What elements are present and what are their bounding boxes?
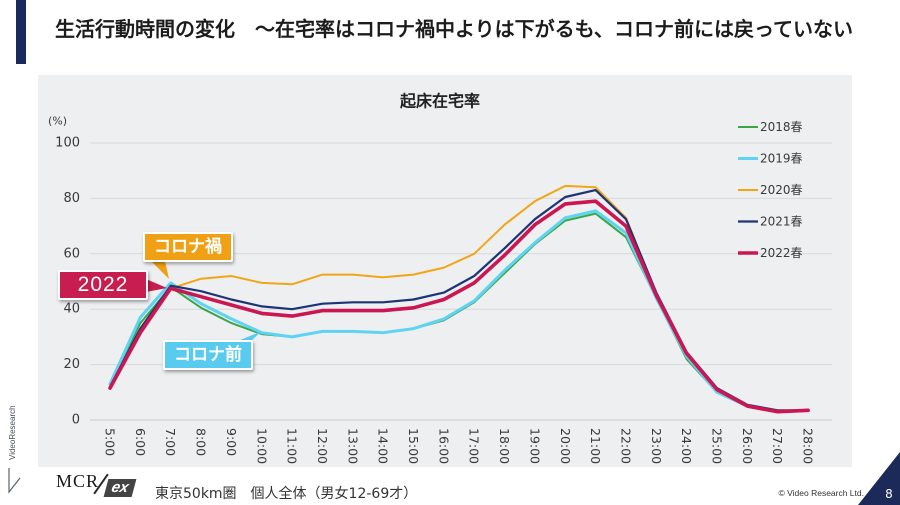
callout-tails xyxy=(146,261,262,341)
x-axis-ticks: 5:00 6:00 7:00 8:00 9:00 10:00 11:00 12:00 13:00… xyxy=(103,428,816,464)
x-tick-label: 17:00 xyxy=(467,428,482,464)
callout-pre-covid: コロナ前 xyxy=(163,340,253,370)
page-number: 8 xyxy=(885,487,893,501)
x-tick-label: 18:00 xyxy=(497,428,512,464)
callout-tail-covid xyxy=(151,261,169,279)
x-tick-label: 27:00 xyxy=(770,428,785,464)
y-tick-label: 0 xyxy=(72,413,80,428)
logo-mcr-text: MCR xyxy=(56,471,100,491)
video-research-mark-icon xyxy=(8,468,21,494)
line-chart: 0 20 40 60 80 100 5:00 6:00 7:00 8:00 9:00 10:00 11… xyxy=(48,92,832,464)
x-tick-label: 23:00 xyxy=(649,428,664,464)
series-line-2019 xyxy=(108,209,810,414)
x-tick-label: 14:00 xyxy=(376,428,391,464)
y-tick-label: 60 xyxy=(63,246,80,261)
x-tick-label: 11:00 xyxy=(285,428,300,464)
video-research-vertical-logo: VideoResearch xyxy=(8,405,18,460)
chart-title: 起床在宅率 xyxy=(399,92,480,111)
x-tick-label: 20:00 xyxy=(558,428,573,464)
x-tick-label: 15:00 xyxy=(406,428,421,464)
title-accent-bar xyxy=(16,0,26,64)
data-source-footnote: 東京50km圏 個人全体（男女12-69才） xyxy=(155,486,418,502)
y-tick-label: 100 xyxy=(55,136,80,151)
series-lines xyxy=(108,184,810,414)
x-tick-label: 25:00 xyxy=(710,428,725,464)
side-brand-text: VideoResearch xyxy=(8,405,17,460)
y-tick-label: 40 xyxy=(63,302,80,317)
y-axis-ticks: 0 20 40 60 80 100 xyxy=(55,136,80,428)
legend-label-2018: 2018春 xyxy=(760,120,803,134)
copyright-notice: © Video Research Ltd. xyxy=(778,488,865,498)
x-tick-label: 22:00 xyxy=(618,428,633,464)
x-tick-label: 13:00 xyxy=(345,428,360,464)
x-tick-label: 6:00 xyxy=(133,428,148,456)
x-tick-label: 9:00 xyxy=(224,428,239,456)
x-tick-label: 12:00 xyxy=(315,428,330,464)
legend: 2018春 2019春 2020春 2021春 2022春 xyxy=(738,120,803,260)
page-badge-shape xyxy=(858,452,900,505)
callout-tail-pre-covid xyxy=(238,331,262,341)
page-number-badge: 8 xyxy=(858,452,900,505)
x-tick-label: 5:00 xyxy=(103,428,118,456)
x-tick-label: 8:00 xyxy=(194,428,209,456)
gridlines xyxy=(90,142,832,421)
legend-label-2021: 2021春 xyxy=(760,215,803,229)
y-tick-label: 80 xyxy=(63,191,80,206)
x-tick-label: 21:00 xyxy=(588,428,603,464)
y-tick-label: 20 xyxy=(63,357,80,372)
callout-tail-2022 xyxy=(146,279,167,292)
legend-label-2019: 2019春 xyxy=(760,152,803,166)
x-tick-label: 28:00 xyxy=(801,428,816,464)
chart-panel: 0 20 40 60 80 100 5:00 6:00 7:00 8:00 9:00 10:00 11… xyxy=(38,75,852,467)
callout-covid-period: コロナ禍 xyxy=(143,232,233,262)
logo-ex-text: ex xyxy=(103,479,137,497)
series-line-2022 xyxy=(108,199,810,414)
mcr-ex-logo: MCR ex xyxy=(56,470,137,498)
x-tick-label: 7:00 xyxy=(163,428,178,456)
x-tick-label: 24:00 xyxy=(679,428,694,464)
x-tick-label: 26:00 xyxy=(740,428,755,464)
callout-2022: 2022 xyxy=(58,270,148,300)
legend-label-2022: 2022春 xyxy=(760,246,803,260)
legend-label-2020: 2020春 xyxy=(760,183,803,197)
x-tick-label: 16:00 xyxy=(436,428,451,464)
x-tick-label: 19:00 xyxy=(527,428,542,464)
y-axis-unit-label: (%) xyxy=(48,115,67,128)
x-tick-label: 10:00 xyxy=(254,428,269,464)
slide-title: 生活行動時間の変化 ～在宅率はコロナ禍中よりは下がるも、コロナ前には戻っていない xyxy=(55,17,853,41)
